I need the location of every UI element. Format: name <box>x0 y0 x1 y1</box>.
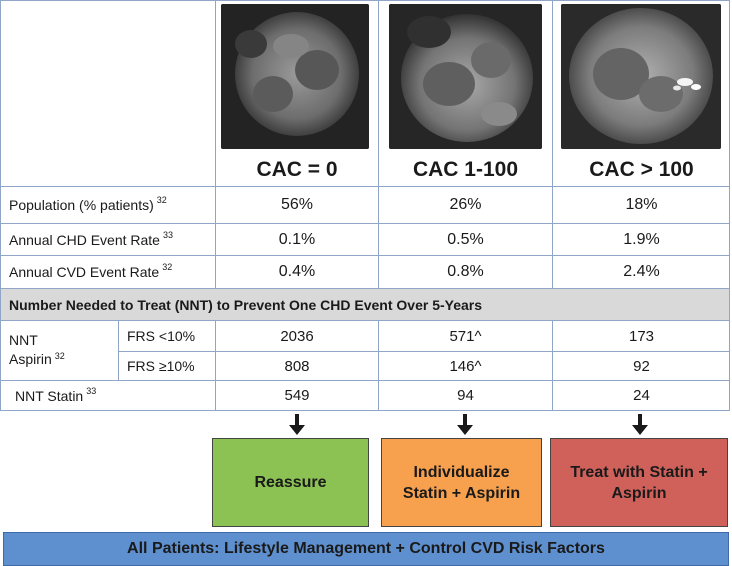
aspirin-label-text: Aspirin <box>9 350 52 367</box>
table-cell: 94 <box>457 387 474 404</box>
table-cell: 808 <box>284 357 310 375</box>
row-label-cvd-event-rate: Annual CVD Event Rate 32 <box>1 256 215 288</box>
table-cell: 24 <box>633 387 650 404</box>
table-cell: 146^ <box>449 357 482 375</box>
reference-number: 32 <box>54 350 65 361</box>
nnt-section-title: Number Needed to Treat (NNT) to Prevent … <box>9 296 483 313</box>
sub-row-label-frs-low: FRS <10% <box>127 328 196 344</box>
table-cell: 0.1% <box>278 230 316 248</box>
aspirin-label-line1: NNT <box>9 331 38 348</box>
table-cell: 0.4% <box>278 263 316 280</box>
row-label-nnt-aspirin: NNT Aspirin 32 <box>1 321 118 380</box>
table-cell: 92 <box>633 357 650 375</box>
aspirin-label-line2: Aspirin 32 <box>9 350 118 371</box>
arrow-down-icon <box>289 414 305 435</box>
table-cell: 0.5% <box>447 230 484 248</box>
table-cell: 56% <box>280 196 314 213</box>
recommendation-reassure: Reassure <box>212 438 369 527</box>
recommendation-individualize: Individualize Statin + Aspirin <box>381 438 542 527</box>
arrow-down-icon <box>632 414 648 435</box>
row-label-population: Population (% patients) 32 <box>1 187 215 223</box>
row-label-text: NNT Statin <box>15 387 84 404</box>
reference-number: 33 <box>86 385 97 396</box>
table-cell: 549 <box>284 387 310 404</box>
column-header-cac-0: CAC = 0 <box>256 158 338 181</box>
row-label-nnt-statin: NNT Statin 33 <box>1 381 215 410</box>
ct-scan-image <box>389 4 542 149</box>
reference-number: 32 <box>162 262 173 272</box>
recommendation-treat: Treat with Statin + Aspirin <box>550 438 728 527</box>
table-cell: 2.4% <box>623 263 660 280</box>
row-label-chd-event-rate: Annual CHD Event Rate 33 <box>1 224 215 255</box>
sub-row-label-frs-high: FRS ≥10% <box>127 358 195 374</box>
table-cell: 0.8% <box>447 263 484 280</box>
recommendation-text: Reassure <box>254 474 327 491</box>
ct-scan-image-calcified <box>561 4 721 149</box>
reference-number: 32 <box>156 195 167 205</box>
row-label-text: Annual CHD Event Rate <box>9 231 160 248</box>
row-label-text: Population (% patients) <box>9 197 154 213</box>
table-cell: 173 <box>628 327 655 345</box>
footer-text: All Patients: Lifestyle Management + Con… <box>127 540 605 557</box>
column-header-cac-1-100: CAC 1-100 <box>412 158 519 181</box>
table-cell: 26% <box>449 196 482 213</box>
table-cell: 1.9% <box>623 230 660 248</box>
column-header-cac-100-plus: CAC > 100 <box>589 158 694 181</box>
arrow-down-icon <box>457 414 473 435</box>
reference-number: 33 <box>162 229 173 240</box>
nnt-section-header: Number Needed to Treat (NNT) to Prevent … <box>1 289 729 320</box>
footer-banner: All Patients: Lifestyle Management + Con… <box>3 532 729 566</box>
recommendation-text: Individualize Statin + Aspirin <box>402 463 521 502</box>
table-cell: 2036 <box>280 327 314 345</box>
recommendation-text: Treat with Statin + Aspirin <box>570 463 708 502</box>
table-cell: 571^ <box>449 327 482 345</box>
ct-scan-image <box>221 4 369 149</box>
table-cell: 18% <box>625 196 658 213</box>
row-label-text: Annual CVD Event Rate <box>9 264 160 280</box>
